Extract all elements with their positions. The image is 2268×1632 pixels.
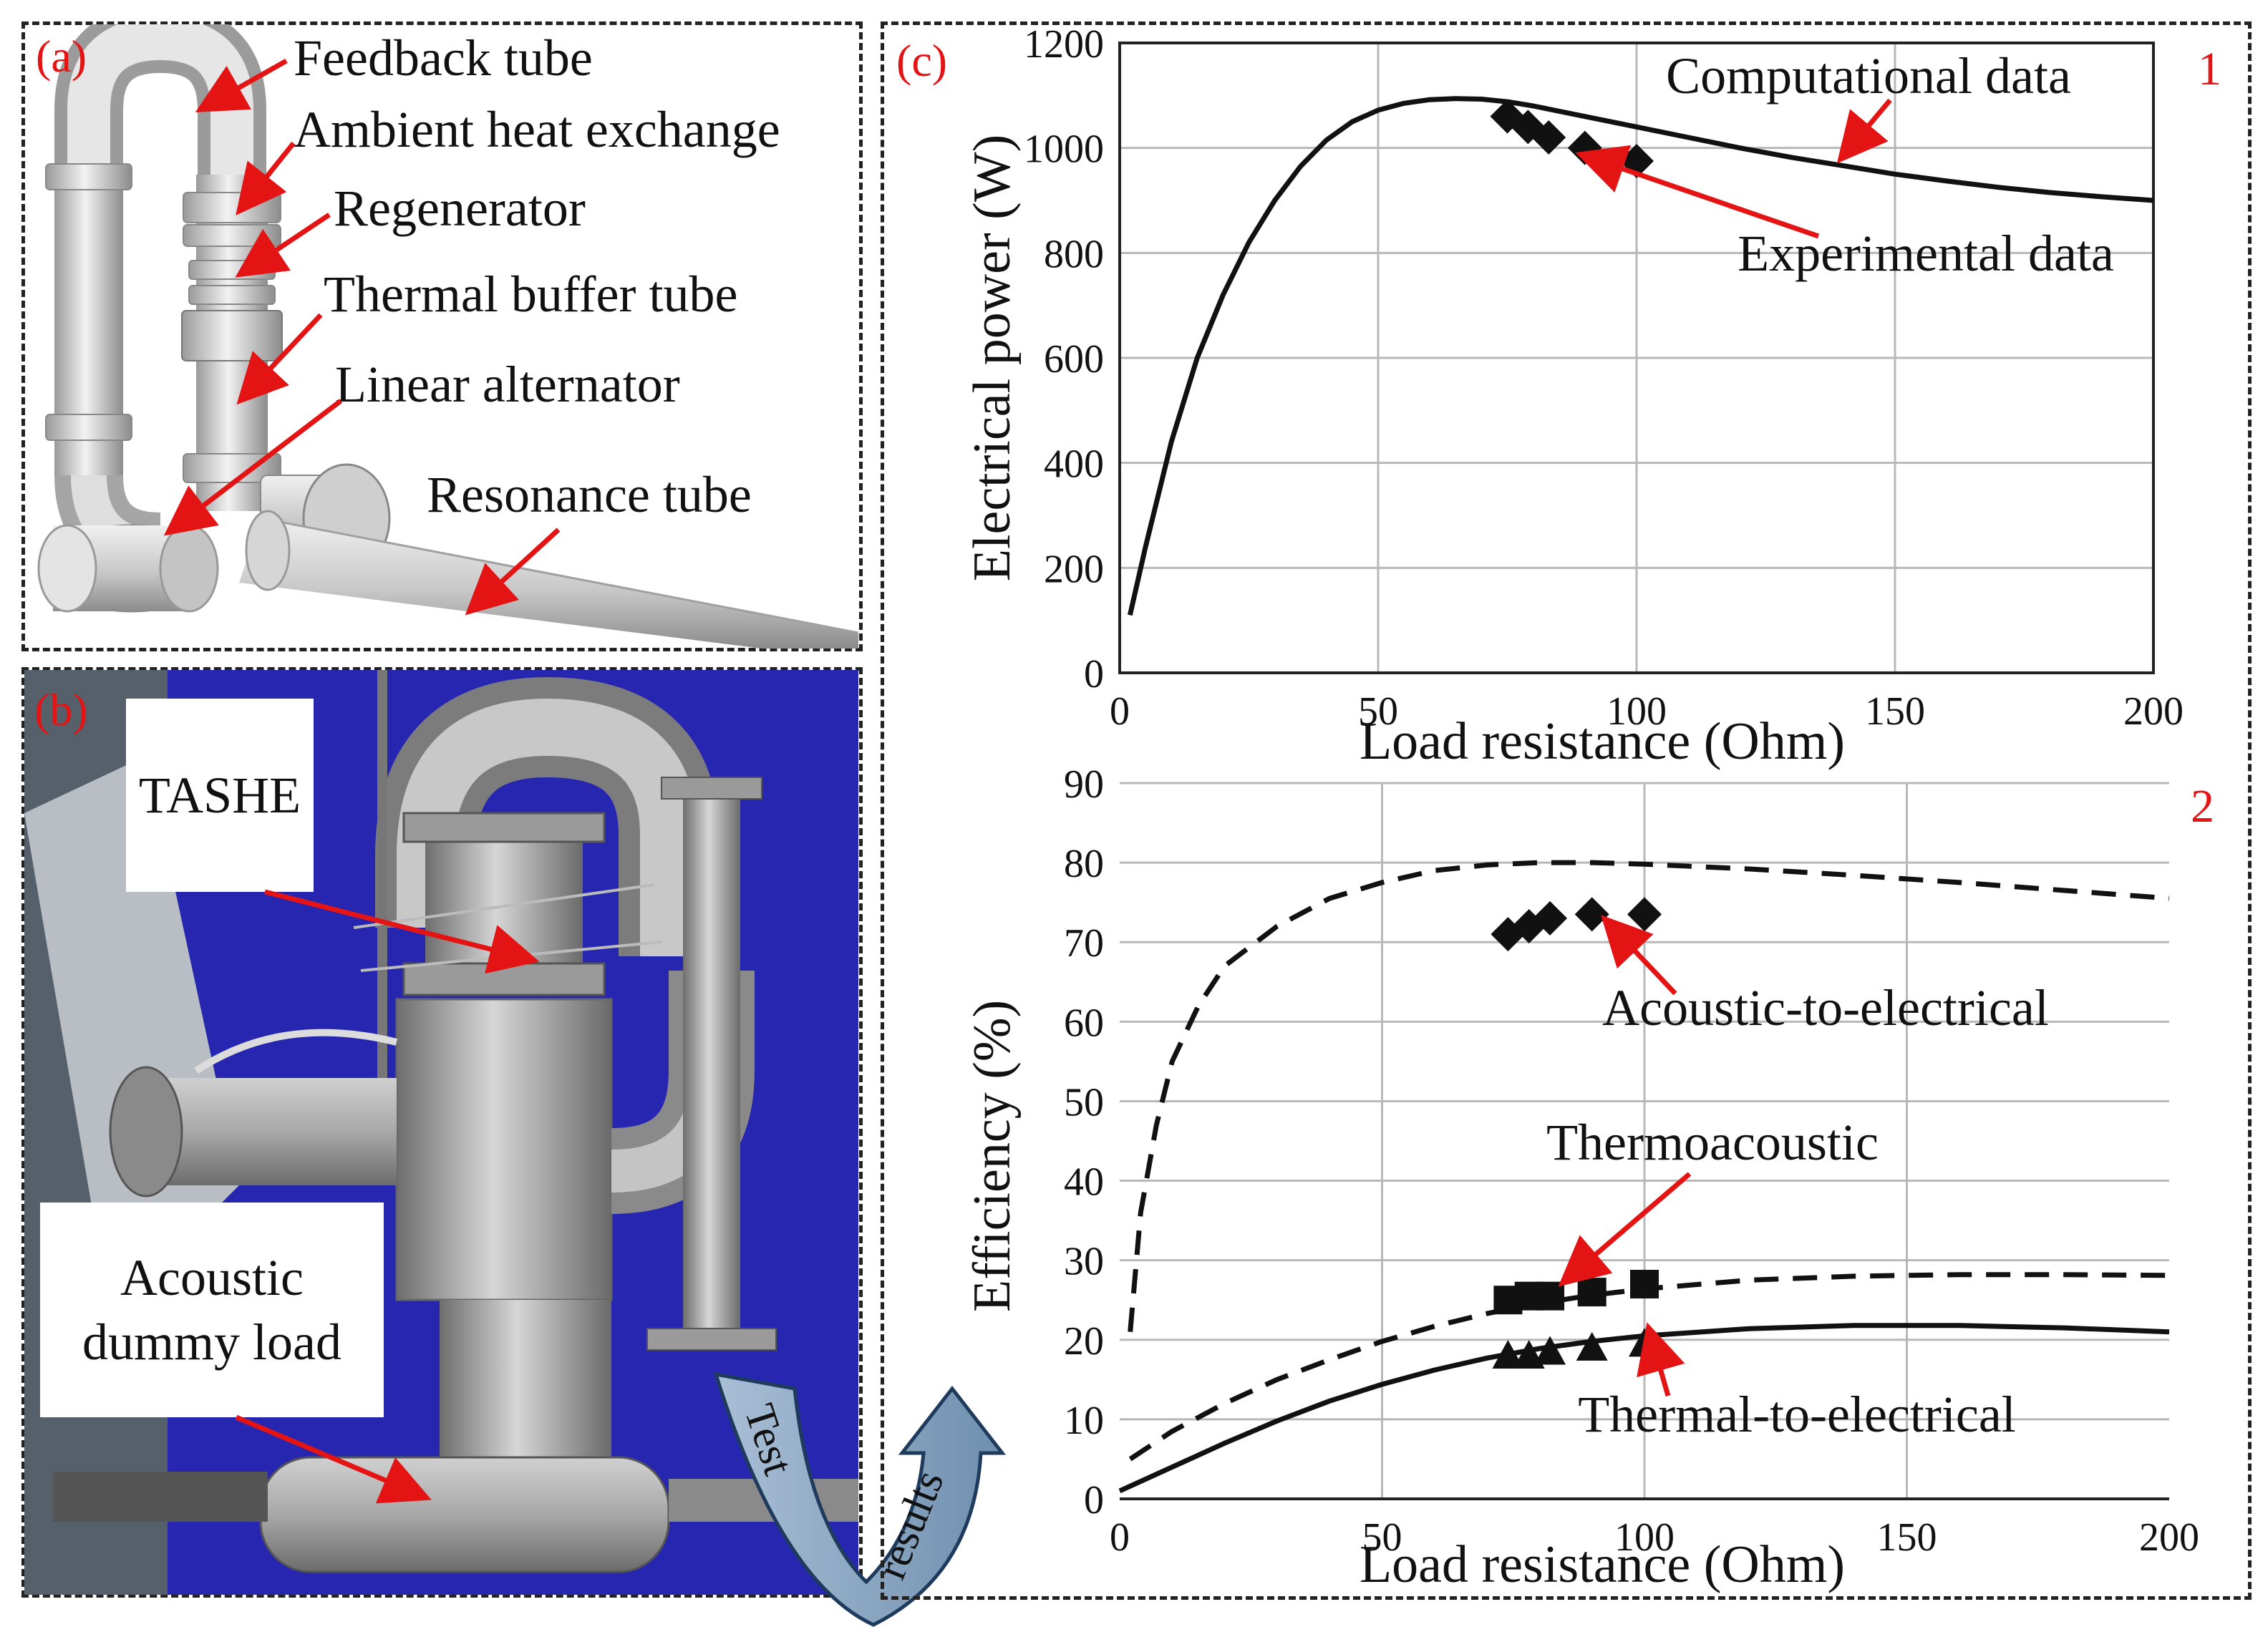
chart-2-y-ticks: 0 10 20 30 40 50 60 70 80 90 bbox=[1064, 762, 1104, 1522]
x-tick-label: 100 bbox=[1614, 1515, 1675, 1560]
chart-2-x-ticks: 0 50 100 150 200 bbox=[1110, 1515, 2199, 1560]
data-point-triangle bbox=[1534, 1336, 1566, 1365]
thermoacoustic-annotation: Thermoacoustic bbox=[1546, 1114, 1879, 1171]
x-tick-label: 100 bbox=[1606, 689, 1667, 734]
thermal-to-electrical-annotation: Thermal-to-electrical bbox=[1578, 1386, 2016, 1443]
panel-c-tag: (c) bbox=[896, 35, 948, 86]
chart-1-grid bbox=[1120, 43, 2153, 673]
label-ambient-heat-exchange: Ambient heat exchange bbox=[294, 101, 780, 158]
label-linear-alternator: Linear alternator bbox=[335, 356, 680, 413]
test-rig-photo bbox=[24, 670, 858, 1595]
chart-1: 0 50 100 150 200 0 200 400 600 800 1000 1200 Load … bbox=[963, 22, 2221, 771]
chart-1-x-ticks: 0 50 100 150 200 bbox=[1110, 689, 2184, 734]
y-tick-label: 1200 bbox=[1024, 22, 1104, 67]
y-tick-label: 50 bbox=[1064, 1080, 1104, 1125]
x-tick-label: 200 bbox=[2123, 689, 2184, 734]
label-thermal-buffer-tube: Thermal buffer tube bbox=[324, 266, 738, 323]
y-tick-label: 200 bbox=[1044, 547, 1104, 591]
chart-1-x-axis-label: Load resistance (Ohm) bbox=[1360, 712, 1845, 771]
y-tick-label: 40 bbox=[1064, 1160, 1104, 1205]
y-tick-label: 80 bbox=[1064, 842, 1104, 886]
x-tick-label: 150 bbox=[1877, 1515, 1937, 1560]
panel-c-frame bbox=[881, 21, 2252, 1600]
y-tick-label: 800 bbox=[1044, 232, 1104, 276]
x-tick-label: 0 bbox=[1110, 689, 1130, 734]
tashe-label: TASHE bbox=[126, 699, 314, 892]
y-tick-label: 0 bbox=[1084, 652, 1104, 696]
y-tick-label: 600 bbox=[1044, 337, 1104, 382]
y-tick-label: 400 bbox=[1044, 442, 1104, 487]
x-tick-label: 200 bbox=[2139, 1515, 2199, 1560]
series-line-2 bbox=[1128, 1272, 2170, 1462]
annotation-arrow bbox=[1575, 145, 1820, 239]
data-point-diamond bbox=[1627, 897, 1662, 932]
x-tick-label: 0 bbox=[1110, 1515, 1130, 1560]
data-point-square bbox=[1536, 1281, 1565, 1311]
annotation-arrow bbox=[1836, 98, 1892, 164]
chart-2-y-axis-label: Efficiency (%) bbox=[963, 1000, 1022, 1312]
computational-data-annotation: Computational data bbox=[1666, 47, 2071, 105]
engine-model-illustration bbox=[37, 24, 858, 649]
data-point-triangle bbox=[1576, 1331, 1608, 1361]
y-tick-label: 60 bbox=[1064, 1001, 1104, 1045]
x-tick-label: 50 bbox=[1358, 689, 1398, 734]
data-point-diamond bbox=[1533, 900, 1568, 936]
data-point-triangle bbox=[1492, 1340, 1524, 1369]
chart-1-number: 1 bbox=[2198, 43, 2221, 95]
acoustic-dummy-load-label: Acoustic dummy load bbox=[40, 1203, 384, 1417]
annotation-arrow bbox=[1558, 1172, 1692, 1287]
y-tick-label: 20 bbox=[1064, 1319, 1104, 1364]
x-tick-label: 50 bbox=[1362, 1515, 1402, 1560]
y-tick-label: 90 bbox=[1064, 762, 1104, 807]
y-tick-label: 10 bbox=[1064, 1399, 1104, 1443]
label-feedback-tube: Feedback tube bbox=[294, 29, 593, 87]
x-tick-label: 150 bbox=[1865, 689, 1925, 734]
panel-b-tag: (b) bbox=[34, 684, 88, 735]
experimental-data-annotation: Experimental data bbox=[1738, 225, 2114, 282]
series-line-0 bbox=[1128, 860, 2170, 1333]
label-resonance-tube: Resonance tube bbox=[427, 466, 752, 523]
panel-b-frame bbox=[21, 667, 863, 1598]
chart-2-number: 2 bbox=[2191, 780, 2214, 832]
chart-annotation-arrows bbox=[1558, 98, 1892, 1397]
data-point-diamond bbox=[1574, 897, 1609, 932]
series-line-0 bbox=[1127, 96, 2154, 616]
y-tick-label: 30 bbox=[1064, 1240, 1104, 1284]
annotation-arrow bbox=[1601, 915, 1677, 996]
chart-2: 0 50 100 150 200 0 10 20 30 40 50 60 70 80 90 Load re… bbox=[963, 762, 2214, 1594]
annotation-arrow bbox=[1637, 1322, 1685, 1397]
label-regenerator: Regenerator bbox=[334, 180, 586, 237]
y-tick-label: 0 bbox=[1084, 1478, 1104, 1522]
chart-2-x-axis-label: Load resistance (Ohm) bbox=[1360, 1535, 1845, 1594]
y-tick-label: 1000 bbox=[1024, 127, 1104, 172]
panel-a-tag: (a) bbox=[36, 31, 87, 82]
panel-a-frame bbox=[21, 21, 863, 651]
y-tick-label: 70 bbox=[1064, 921, 1104, 966]
chart-1-plot-area bbox=[1118, 42, 2155, 674]
chart-2-series bbox=[1118, 860, 2170, 1494]
data-point-square bbox=[1577, 1278, 1606, 1307]
data-point-diamond bbox=[1531, 120, 1566, 155]
chart-1-y-axis-label: Electrical power (W) bbox=[963, 135, 1022, 582]
chart-1-y-ticks: 0 200 400 600 800 1000 1200 bbox=[1024, 22, 1104, 696]
data-point-square bbox=[1630, 1270, 1659, 1298]
acoustic-to-electrical-annotation: Acoustic-to-electrical bbox=[1602, 979, 2049, 1036]
